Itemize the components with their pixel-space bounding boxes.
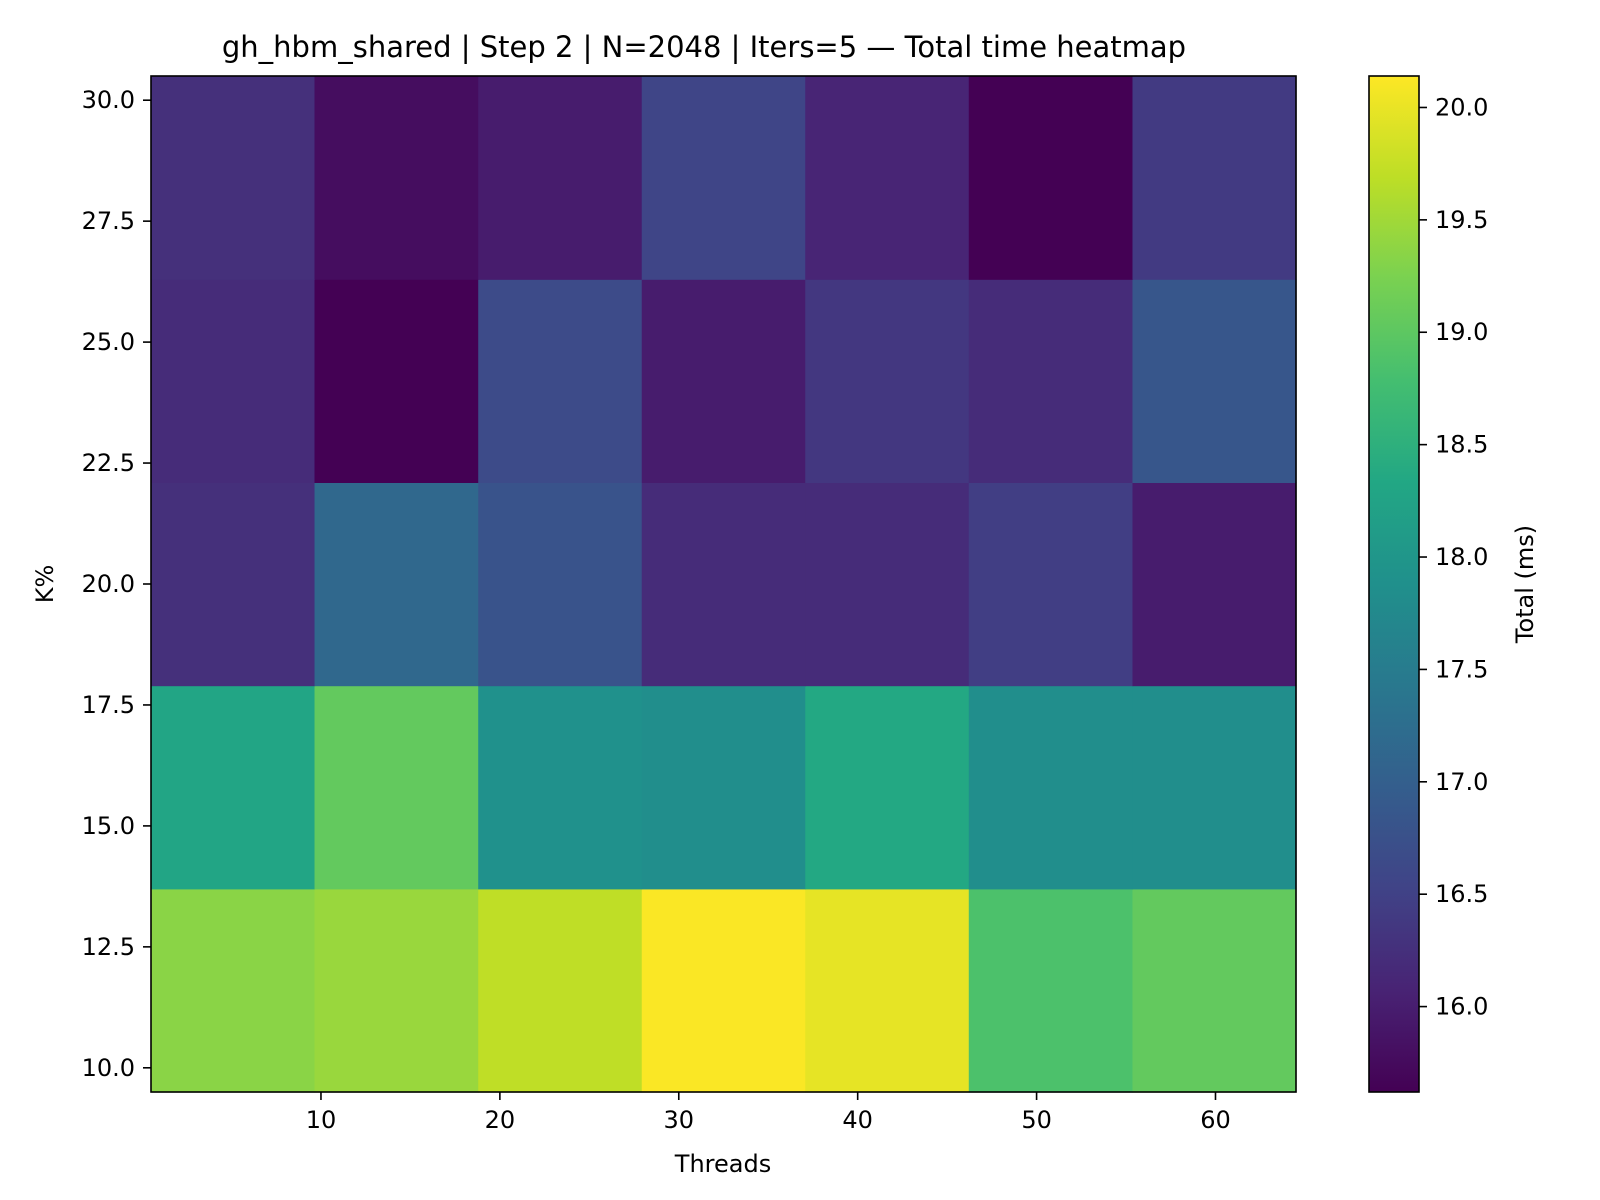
colorbar-label: Total (ms) [1511,525,1539,644]
heatmap-cell-r1-c5 [968,685,1134,890]
colorbar-tick-label: 16.0 [1435,993,1488,1021]
heatmap-cell-r0-c6 [1132,888,1297,1093]
heatmap-cell-r2-c1 [314,482,479,687]
heatmap-cell-r2-c6 [1132,482,1297,687]
heatmap-cell-r2-c5 [968,482,1134,687]
y-tick-label: 12.5 [82,933,135,961]
heatmap-cell-r3-c2 [478,279,643,483]
heatmap-cell-r1-c3 [641,685,806,890]
heatmap-cell-r1-c2 [478,685,643,890]
heatmap-cell-r3-c0 [151,279,316,483]
heatmap-cell-r0-c4 [805,888,970,1093]
colorbar-tick-label: 16.5 [1435,880,1488,908]
heatmap-cell-r4-c3 [641,76,806,280]
heatmap-cells [151,76,1297,1093]
x-tick-label: 50 [1021,1106,1052,1134]
colorbar-tick-label: 17.0 [1435,768,1488,796]
colorbar: 16.0 16.5 17.0 17.5 18.0 18.5 19.0 19.5 20.0 [1368,75,1488,1093]
y-tick-label: 30.0 [82,86,135,114]
x-tick-label: 10 [306,1106,337,1134]
heatmap-cell-r1-c0 [151,685,316,890]
x-tick-label: 30 [664,1106,695,1134]
x-axis-label: Threads [674,1150,771,1178]
heatmap-cell-r3-c4 [805,279,970,483]
x-axis-ticks: 10 20 30 40 50 60 [306,1092,1231,1134]
heatmap-cell-r3-c5 [968,279,1134,483]
heatmap-cell-r1-c4 [805,685,970,890]
heatmap-cell-r2-c3 [641,482,806,687]
y-tick-label: 20.0 [82,570,135,598]
y-tick-label: 17.5 [82,691,135,719]
heatmap-cell-r4-c1 [314,76,479,280]
heatmap-cell-r0-c5 [968,888,1134,1093]
heatmap-cell-r3-c6 [1132,279,1297,483]
x-tick-label: 20 [485,1106,516,1134]
x-tick-label: 40 [842,1106,873,1134]
y-tick-label: 22.5 [82,449,135,477]
heatmap-cell-r2-c0 [151,482,316,687]
heatmap-cell-r0-c3 [641,888,806,1093]
colorbar-tick-label: 20.0 [1435,93,1488,121]
y-tick-label: 15.0 [82,812,135,840]
colorbar-tick-label: 19.5 [1435,206,1488,234]
colorbar-tick-label: 17.5 [1435,655,1488,683]
heatmap-cell-r0-c2 [478,888,643,1093]
heatmap-cell-r1-c1 [314,685,479,890]
y-axis-label: K% [31,565,59,604]
heatmap-cell-r4-c6 [1132,76,1297,280]
heatmap-cell-r0-c0 [151,888,316,1093]
chart-title: gh_hbm_shared | Step 2 | N=2048 | Iters=… [222,30,1186,64]
heatmap-cell-r4-c4 [805,76,970,280]
heatmap-cell-r4-c0 [151,76,316,280]
colorbar-tick-label: 18.5 [1435,431,1488,459]
heatmap-cell-r4-c2 [478,76,643,280]
y-tick-label: 25.0 [82,328,135,356]
colorbar-tick-label: 19.0 [1435,318,1488,346]
heatmap-cell-r4-c5 [968,76,1134,280]
heatmap-cell-r2-c4 [805,482,970,687]
heatmap-cell-r1-c6 [1132,685,1297,890]
colorbar-gradient [1368,75,1420,1093]
heatmap-cell-r3-c3 [641,279,806,483]
heatmap-cell-r0-c1 [314,888,479,1093]
y-axis-ticks: 10.0 12.5 15.0 17.5 20.0 22.5 25.0 27.5 30.0 [82,86,151,1082]
y-tick-label: 27.5 [82,207,135,235]
y-tick-label: 10.0 [82,1054,135,1082]
colorbar-tick-label: 18.0 [1435,543,1488,571]
x-tick-label: 60 [1200,1106,1231,1134]
heatmap-cell-r2-c2 [478,482,643,687]
heatmap-cell-r3-c1 [314,279,479,483]
